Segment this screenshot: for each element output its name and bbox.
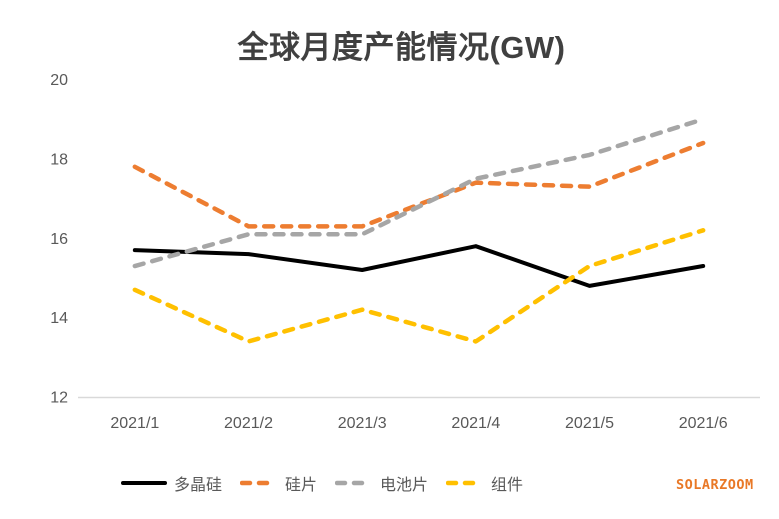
- y-axis-label: 12: [50, 390, 68, 407]
- y-axis-label: 14: [50, 310, 68, 327]
- legend-item-module: 组件: [446, 471, 523, 495]
- x-axis-label: 2021/4: [451, 415, 500, 432]
- x-axis-label: 2021/1: [110, 415, 159, 432]
- series-line-module: [132, 228, 706, 344]
- series-line-wafer: [132, 140, 706, 229]
- y-axis-label: 20: [50, 72, 68, 89]
- x-axis-label: 2021/6: [679, 415, 728, 432]
- legend-label-wafer: 硅片: [285, 477, 318, 494]
- legend-item-wafer: 硅片: [240, 471, 317, 495]
- legend-label-module: 组件: [491, 477, 524, 494]
- legend-item-polysilicon: 多晶硅: [121, 471, 222, 495]
- legend-swatch-polysilicon-icon: [121, 481, 167, 485]
- legend-label-cell: 电池片: [380, 477, 429, 494]
- legend-swatch-module-icon: [446, 480, 485, 486]
- y-axis-label: 16: [50, 231, 68, 248]
- y-axis-label: 18: [50, 151, 68, 168]
- line-chart-plot-area: 20 18 16 14 12 2021/1 2021/2 2021/3 2021/4 2021/5…: [50, 72, 760, 432]
- solarzoom-watermark: SOLARZOOM: [676, 477, 754, 493]
- legend-swatch-wafer-icon: [240, 480, 279, 486]
- series-line-polysilicon: [132, 244, 706, 288]
- legend-item-cell: 电池片: [335, 471, 428, 495]
- series-line-cell: [132, 116, 706, 269]
- legend-swatch-cell-icon: [335, 480, 374, 486]
- x-axis-label: 2021/5: [565, 415, 614, 432]
- x-axis-label: 2021/3: [338, 415, 387, 432]
- chart-title: 全球月度产能情况(GW): [237, 30, 566, 65]
- chart-legend: 多晶硅 硅片 电池片 组件: [121, 470, 523, 496]
- x-axis-label: 2021/2: [224, 415, 273, 432]
- legend-label-polysilicon: 多晶硅: [174, 477, 223, 494]
